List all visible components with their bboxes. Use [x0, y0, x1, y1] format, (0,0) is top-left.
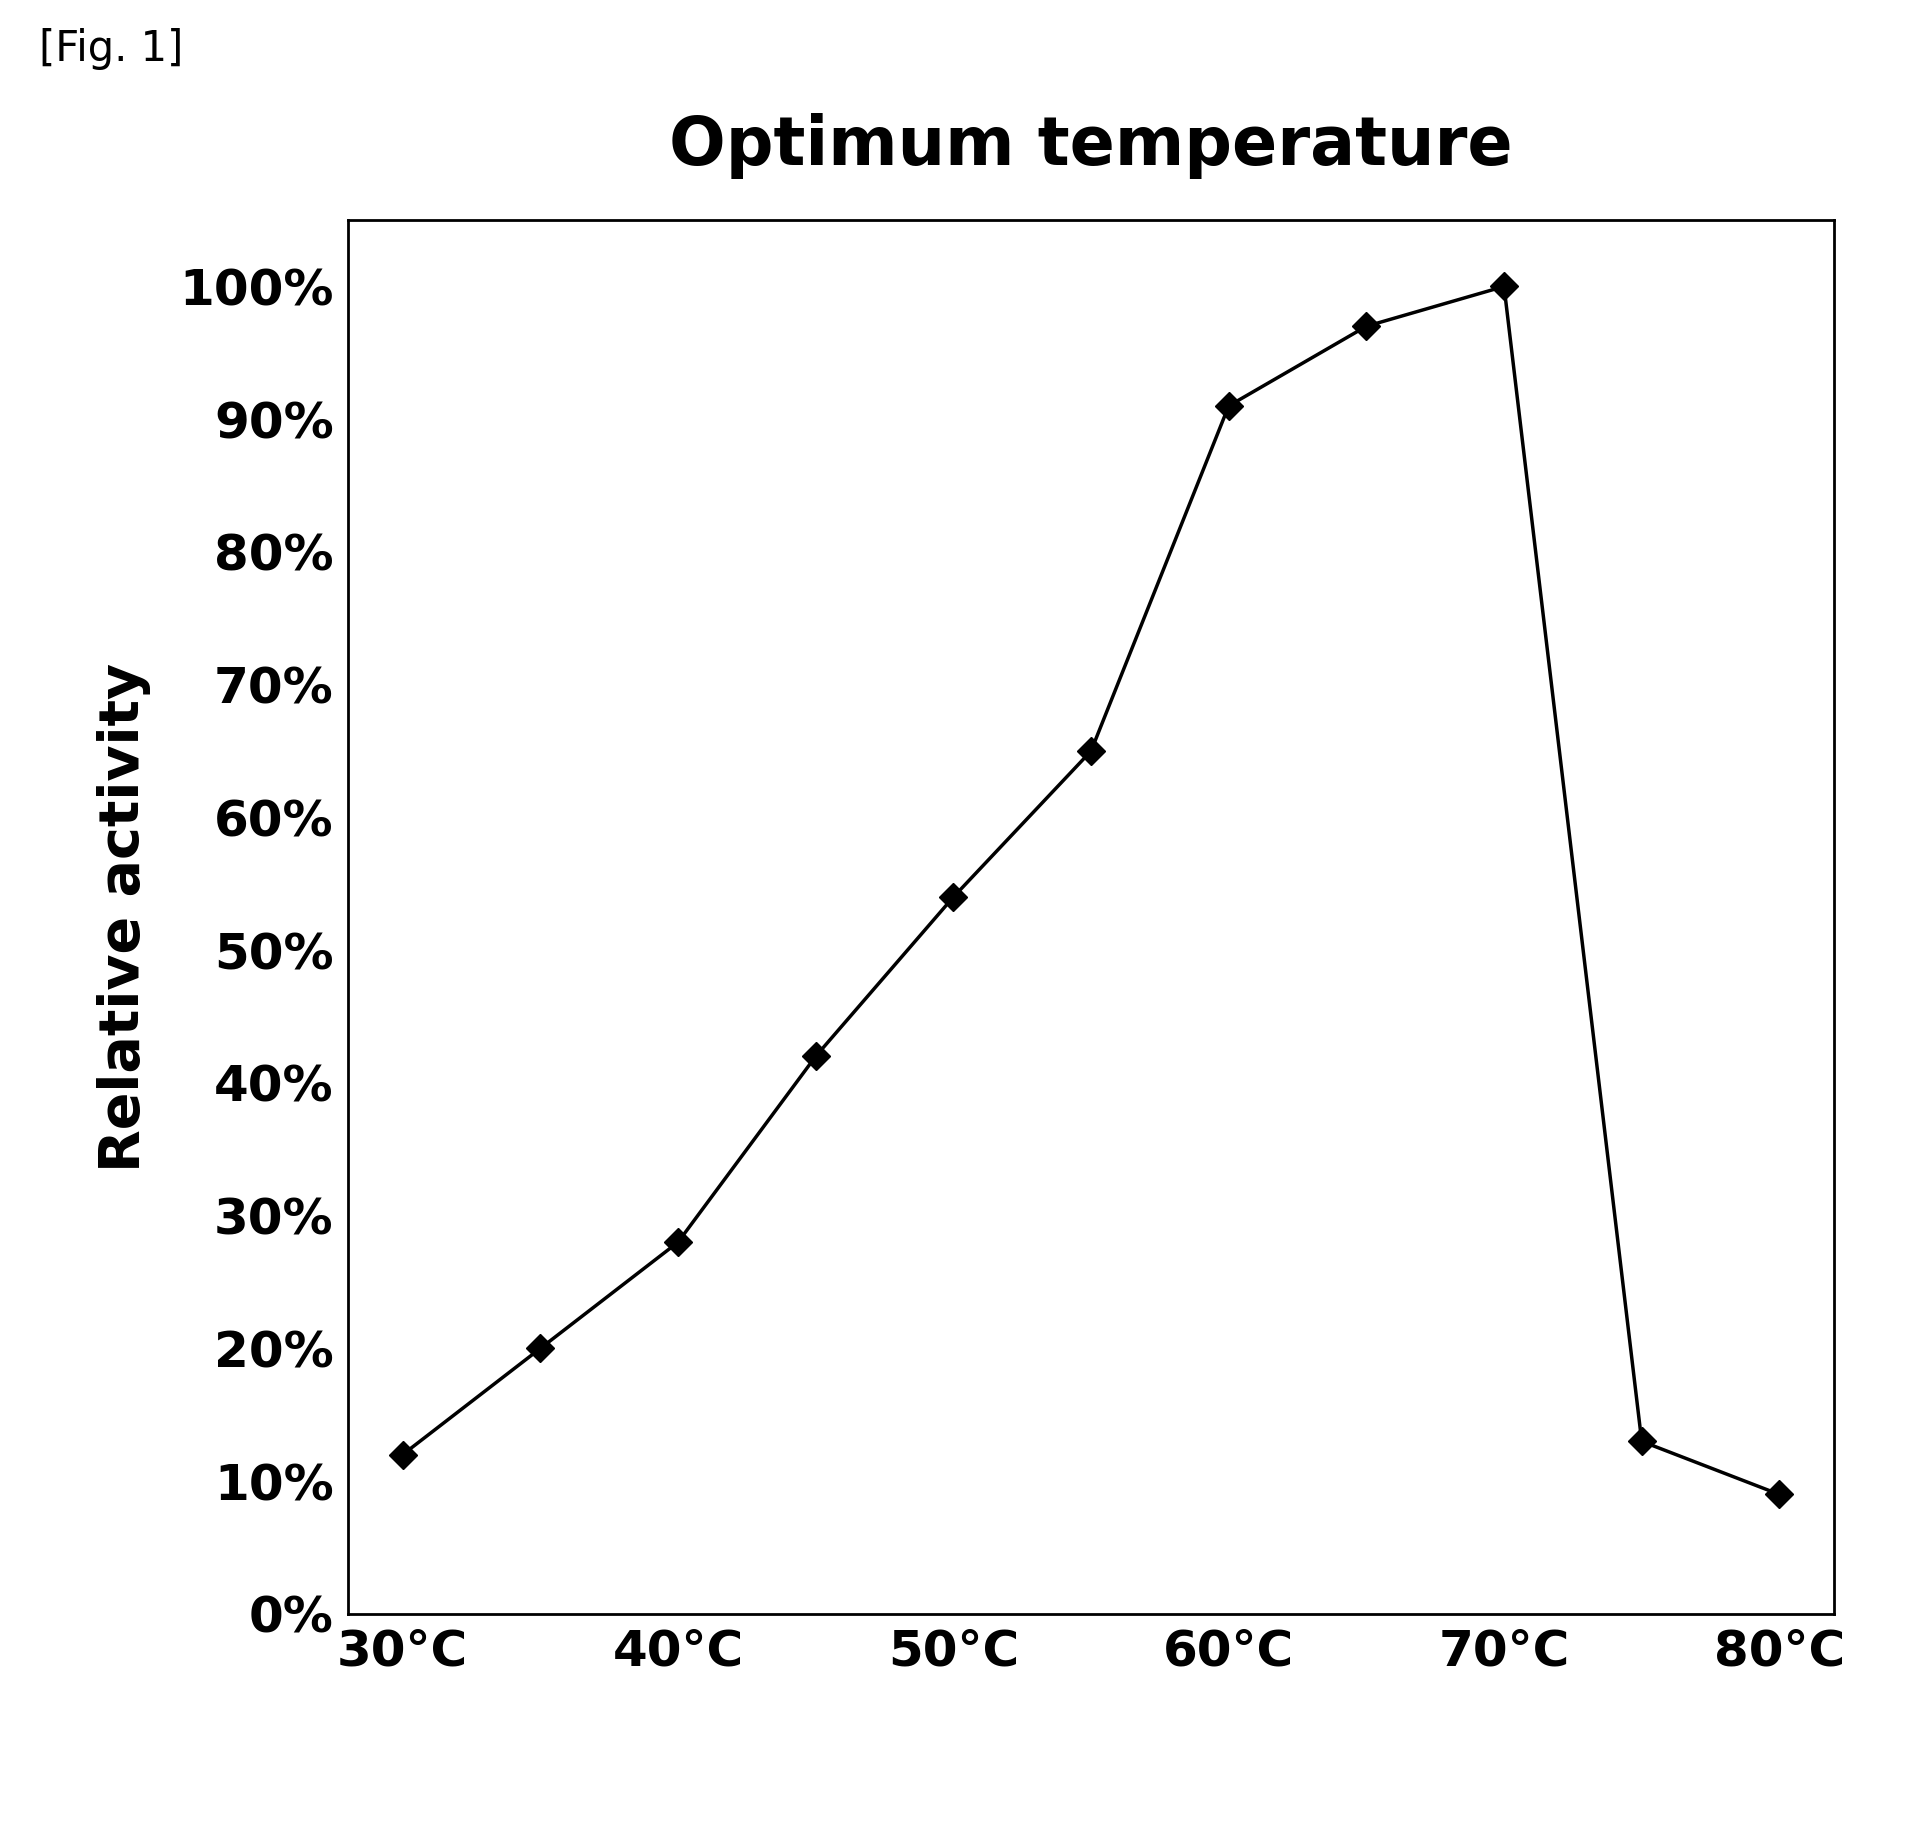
Y-axis label: Relative activity: Relative activity — [96, 662, 151, 1172]
Title: Optimum temperature: Optimum temperature — [670, 112, 1511, 178]
Text: [Fig. 1]: [Fig. 1] — [39, 28, 183, 70]
